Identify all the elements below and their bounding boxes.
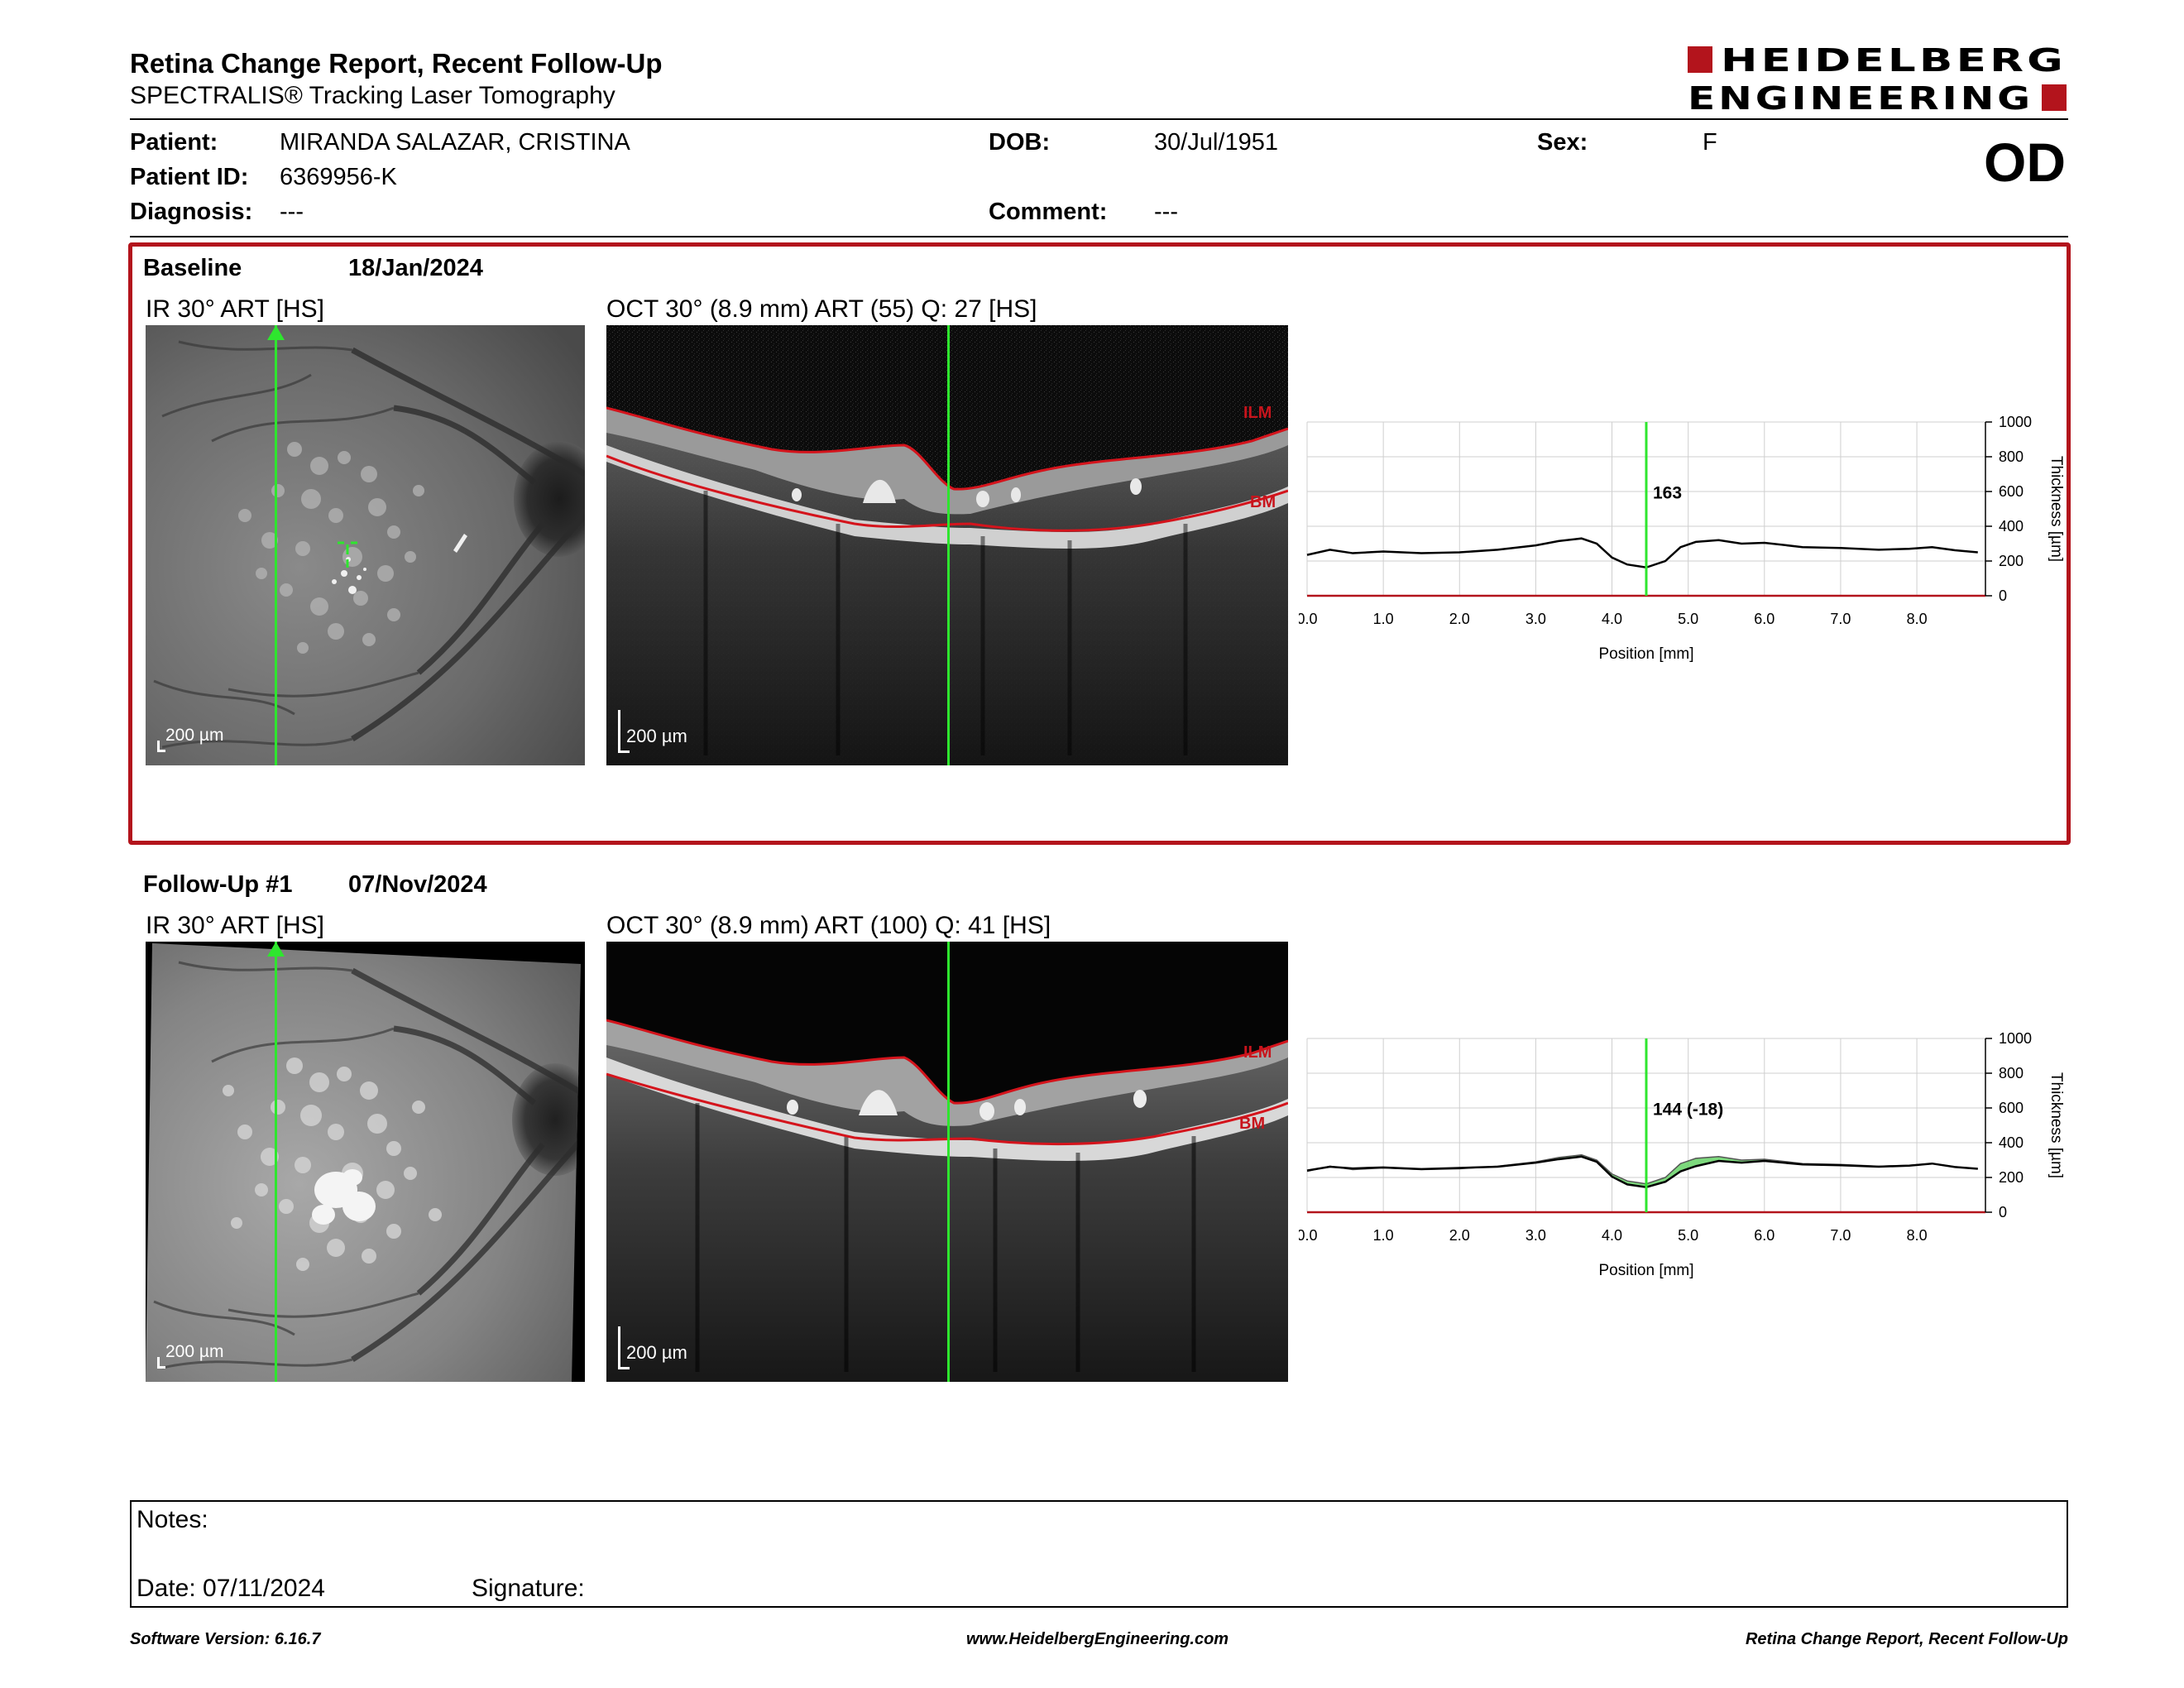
chart1-x-tick-label: 4.0 [1602,1227,1622,1244]
baseline-title: Baseline [143,255,242,281]
chart0-x-axis-label: Position [mm] [1598,645,1693,663]
chart1-series-line [1306,1155,1978,1189]
followup-date: 07/Nov/2024 [348,871,487,898]
baseline-ir-image: 200 µm [146,325,585,765]
patient-id-label: Patient ID: [130,164,249,190]
header-divider [130,118,2068,120]
baseline-oct-scalebar [618,710,620,753]
chart1-y-tick-label: 800 [1999,1065,2024,1081]
svg-text:HEIDELBERG: HEIDELBERG [1721,43,2067,79]
diagnosis-label: Diagnosis: [130,199,253,225]
baseline-oct-cursor-line [947,325,950,765]
chart0-y-tick-label: 0 [1999,587,2007,604]
followup-scan-arrow-icon [267,942,285,957]
chart1-y-tick-label: 200 [1999,1169,2024,1186]
chart0-cursor-value: 163 [1653,483,1682,502]
chart1-y-axis-label: Thickness [µm] [2048,1072,2065,1178]
chart0-x-tick-label: 5.0 [1678,611,1698,627]
baseline-scan-arrow-icon [267,325,285,340]
chart1-x-tick-label: 1.0 [1373,1227,1394,1244]
patient-name: MIRANDA SALAZAR, CRISTINA [280,129,630,156]
baseline-ir-scale: 200 µm [165,726,224,745]
chart0-x-tick-label: 0.0 [1299,611,1318,627]
chart1-difference-area [1307,1154,1978,1187]
chart1-y-tick-label: 400 [1999,1134,2024,1151]
chart1-x-axis-label: Position [mm] [1598,1262,1693,1279]
chart0-x-tick-label: 2.0 [1449,611,1470,627]
baseline-oct-image: ILM BM 200 µm [606,325,1288,765]
followup-ir-scalebar [157,1357,160,1369]
chart0-x-tick-label: 3.0 [1525,611,1546,627]
followup-ir-scale: 200 µm [165,1342,224,1361]
software-version: Software Version: 6.16.7 [130,1630,321,1648]
followup-oct-cursor-line [947,942,950,1382]
baseline-thickness-chart: 0.0 1.0 2.0 3.0 4.0 5.0 6.0 7.0 8.0 0 200 400 600 800… [1299,414,2065,663]
footer-report-name: Retina Change Report, Recent Follow-Up [1745,1630,2068,1648]
notes-box[interactable] [130,1500,2068,1608]
chart1-x-tick-label: 7.0 [1830,1227,1851,1244]
chart1-y-tick-label: 1000 [1999,1030,2032,1047]
chart0-x-tick-label: 1.0 [1373,611,1394,627]
baseline-oct-label: OCT 30° (8.9 mm) ART (55) Q: 27 [HS] [606,295,1037,323]
followup-oct-scale: 200 µm [626,1342,687,1363]
signature-label: Signature: [472,1575,585,1602]
baseline-ir-scalebar [157,741,160,752]
chart0-y-tick-label: 400 [1999,518,2024,535]
report-title: Retina Change Report, Recent Follow-Up [130,48,663,79]
followup-oct-scalebar [618,1326,620,1369]
baseline-bm-label: BM [1250,493,1276,511]
chart0-series-line [1306,537,1978,569]
chart1-x-tick-label: 6.0 [1754,1227,1774,1244]
chart1-y-tick-label: 600 [1999,1100,2024,1116]
chart0-x-tick-label: 7.0 [1830,611,1851,627]
baseline-oct-scale: 200 µm [626,726,687,746]
chart0-y-axis-label: Thickness [µm] [2048,456,2065,562]
baseline-ilm-label: ILM [1243,404,1272,422]
followup-ilm-label: ILM [1243,1043,1272,1062]
chart1-x-tick-label: 3.0 [1525,1227,1546,1244]
comment-value: --- [1154,199,1178,225]
followup-ir-image: 200 µm [146,942,585,1382]
patient-label: Patient: [130,129,218,156]
patient-divider [130,236,2068,237]
svg-text:ENGINEERING: ENGINEERING [1688,80,2033,116]
chart1-y-tick-label: 0 [1999,1204,2007,1220]
baseline-ir-label: IR 30° ART [HS] [146,295,324,323]
patient-id: 6369956-K [280,164,397,190]
comment-label: Comment: [989,199,1108,225]
notes-label: Notes: [136,1506,208,1533]
chart0-y-tick-label: 1000 [1999,414,2032,430]
chart0-y-tick-label: 200 [1999,553,2024,569]
report-date: Date: 07/11/2024 [136,1575,325,1602]
website-link[interactable]: www.HeidelbergEngineering.com [966,1630,1229,1648]
followup-oct-label: OCT 30° (8.9 mm) ART (100) Q: 41 [HS] [606,912,1051,939]
chart0-x-tick-label: 6.0 [1754,611,1774,627]
chart1-x-tick-label: 5.0 [1678,1227,1698,1244]
followup-oct-image: ILM BM 200 µm [606,942,1288,1382]
baseline-panel [128,242,2071,845]
chart0-y-tick-label: 600 [1999,483,2024,500]
diagnosis-value: --- [280,199,304,225]
chart0-y-tick-label: 800 [1999,448,2024,465]
followup-thickness-chart: 0.0 1.0 2.0 3.0 4.0 5.0 6.0 7.0 8.0 0 200 400 600 800… [1299,1030,2065,1279]
sex-value: F [1703,129,1717,156]
chart0-x-tick-label: 8.0 [1907,611,1928,627]
dob-label: DOB: [989,129,1051,156]
chart1-x-tick-label: 8.0 [1907,1227,1928,1244]
chart1-cursor-value: 144 (-18) [1653,1100,1723,1119]
report-subtitle: SPECTRALIS® Tracking Laser Tomography [130,82,615,109]
baseline-ir-scan-line [275,325,277,765]
followup-ir-label: IR 30° ART [HS] [146,912,324,939]
chart0-x-tick-label: 4.0 [1602,611,1622,627]
followup-ir-scan-line [275,942,277,1382]
followup-title: Follow-Up #1 [143,871,293,898]
heidelberg-logo: HEIDELBERG ENGINEERING [1688,43,2067,116]
chart1-x-tick-label: 2.0 [1449,1227,1470,1244]
baseline-date: 18/Jan/2024 [348,255,483,281]
sex-label: Sex: [1537,129,1588,156]
followup-bm-label: BM [1239,1115,1265,1133]
dob-value: 30/Jul/1951 [1154,129,1278,156]
eye-indicator: OD [1984,132,2066,193]
chart1-x-tick-label: 0.0 [1299,1227,1318,1244]
